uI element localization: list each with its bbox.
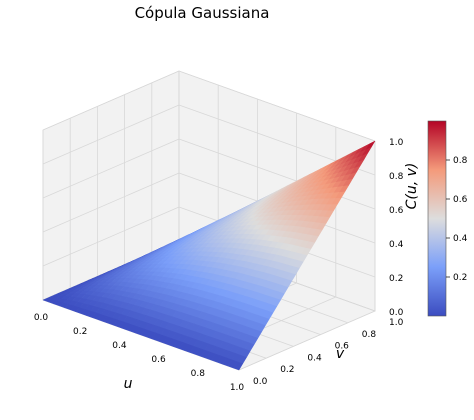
copula-surface — [42, 140, 376, 371]
colorbar-tick-label: 0.4 — [453, 234, 468, 244]
x-tick-label: 0.0 — [34, 313, 49, 323]
x-tick-label: 0.6 — [151, 355, 166, 365]
x-tick-label: 1.0 — [230, 383, 245, 393]
grid-line-z — [42, 172, 180, 233]
z-axis-label: C(u, v) — [404, 163, 420, 210]
grid-line-u — [238, 310, 376, 371]
colorbar-tick-label: 0.6 — [453, 195, 468, 205]
x-axis-label: u — [124, 376, 133, 392]
x-tick-label: 0.4 — [112, 341, 127, 351]
colorbar-tick-label: 0.8 — [453, 156, 468, 166]
y-tick-label: 0.8 — [362, 330, 377, 340]
axis-ticks: 0.00.20.40.60.81.00.00.20.40.60.81.00.00… — [34, 138, 468, 393]
grid-line-z — [42, 70, 180, 131]
x-tick-label: 0.2 — [73, 327, 87, 337]
z-tick-label: 0.0 — [389, 308, 404, 318]
chart-title: Cópula Gaussiana — [134, 4, 270, 22]
grid-line-z — [178, 138, 376, 210]
grid-line-z — [178, 70, 376, 142]
colorbar-ticks — [446, 159, 450, 278]
y-tick-label: 0.0 — [253, 377, 268, 387]
y-tick-label: 0.4 — [307, 353, 322, 363]
z-tick-label: 1.0 — [389, 138, 404, 148]
colorbar — [427, 120, 447, 317]
z-tick-label: 0.8 — [389, 172, 404, 182]
y-axis-label: v — [336, 346, 345, 362]
grid-line-z — [42, 138, 180, 199]
z-tick-label: 0.2 — [389, 274, 403, 284]
surface-facet — [233, 361, 244, 371]
colorbar-tick-label: 0.2 — [453, 273, 467, 283]
grid-line-z — [42, 104, 180, 165]
y-tick-label: 1.0 — [389, 318, 404, 328]
z-tick-label: 0.4 — [389, 240, 404, 250]
x-tick-label: 0.8 — [191, 369, 206, 379]
y-tick-label: 0.2 — [280, 365, 294, 375]
z-tick-label: 0.6 — [389, 206, 404, 216]
y-tick-label: 0.6 — [335, 342, 350, 352]
grid-line-z — [42, 206, 180, 267]
